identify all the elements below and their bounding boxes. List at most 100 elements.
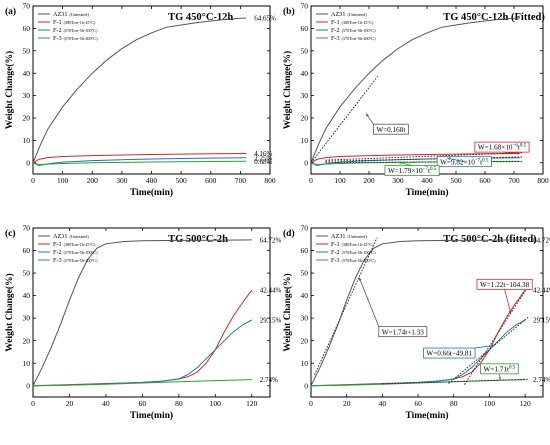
x-tick-label: 60 [414, 399, 422, 408]
series-line-f-1 [310, 153, 520, 164]
panel-b: 0 100 200 300 400 500 600 700 800 0 10 20 30 40 50 60 70… [282, 2, 549, 198]
arrowhead [359, 277, 362, 281]
panel-c: 0 20 40 60 80 100 120 0 10 20 30 40 50 60 70 Time(min) W… [4, 224, 282, 421]
x-axis-label: Time(min) [405, 410, 448, 421]
x-tick-label: 600 [205, 176, 217, 185]
equation-pointer [501, 151, 520, 154]
x-tick-label: 100 [334, 176, 346, 185]
end-value-label: 2.74% [533, 376, 550, 384]
end-value-label: 64.65% [254, 14, 276, 22]
y-tick-label: 60 [301, 24, 309, 33]
legend: AZ31 (Untreated)F-1 (380Torr-1h-25°C)F-2 (5… [316, 11, 376, 42]
x-tick-label: 40 [379, 399, 387, 408]
panel-letter: (d) [283, 228, 295, 239]
x-axis-label: Time(min) [405, 187, 448, 198]
fit-equation-annotation: W=1.71t0.5 [480, 363, 519, 381]
legend-name: AZ31 [53, 11, 67, 18]
legend-name: F-1 [53, 19, 62, 26]
equation-exponent-2: 0.5 [520, 144, 527, 149]
x-tick-label: 500 [450, 176, 462, 185]
end-value-label: 64.72% [260, 236, 282, 244]
legend: AZ31 (Untreated)F-1 (380Torr-1h-25°C)F-2 (5… [316, 233, 376, 264]
fit-equation-annotation: W=9.82×10−7t0.5 [436, 156, 492, 168]
equation-box [423, 347, 476, 359]
fit-equation-text: W=1.74t+1.33 [382, 328, 424, 336]
fit-equation-text: W=1.68×10−6t0.5 [478, 144, 527, 152]
legend-condition: (380Torr-1h-25°C) [342, 20, 374, 25]
legend-name: F-1 [331, 241, 340, 248]
x-tick-label: 100 [484, 399, 496, 408]
equation-main: W=0.66t−49.81 [426, 350, 472, 358]
equation-pointer [475, 344, 495, 349]
equation-exponent-2: 0.5 [430, 167, 437, 172]
legend-condition: (570Torr-5h-200°C) [342, 36, 376, 41]
legend-entry: F-2 (570Torr-5h-100°C) [53, 27, 98, 34]
legend-entry: F-3 (570Torr-5h-200°C) [331, 35, 376, 42]
end-value-label: 29.15% [260, 317, 282, 325]
equation-exponent: −7 [475, 158, 481, 163]
y-tick-label: 0 [26, 158, 30, 167]
arrowhead [516, 151, 520, 155]
y-tick-label: 20 [301, 336, 309, 345]
y-axis-label: Weight Change(%) [282, 273, 293, 351]
arrowhead [447, 157, 451, 161]
arrowhead [491, 344, 495, 347]
x-tick-label: 700 [235, 176, 247, 185]
series-line-az31 [310, 17, 520, 163]
panel-a: 0 100 200 300 400 500 600 700 800 0 10 20 30 40 50 60 70… [4, 2, 276, 198]
equation-main: W=1.22t−104.38 [480, 281, 530, 289]
x-tick-label: 300 [392, 176, 404, 185]
end-value-label: 64.72% [533, 236, 550, 244]
panel-title: TG 500°C-2h (fitted) [443, 234, 537, 245]
y-tick-label: 20 [23, 336, 31, 345]
x-tick-label: 700 [508, 176, 520, 185]
legend-name: F-2 [331, 27, 340, 34]
legend-condition: (570Torr-5h-100°C) [64, 250, 98, 255]
x-tick-label: 80 [450, 399, 458, 408]
panel-letter: (c) [5, 228, 16, 239]
legend-name: AZ31 [53, 233, 67, 240]
fit-equation-text: W=0.168t [376, 126, 405, 134]
y-tick-label: 50 [301, 269, 309, 278]
equation-exponent: 0.5 [509, 365, 516, 370]
y-tick-label: 40 [301, 69, 309, 78]
y-tick-label: 50 [23, 46, 31, 55]
equation-main: W=1.71t [484, 365, 509, 373]
x-tick-label: 120 [246, 399, 258, 408]
y-tick-label: 20 [301, 114, 309, 123]
legend-entry: F-3 (570Torr-5h-200°C) [53, 35, 98, 42]
fit-equation-text: W=9.82×10−7t0.5 [440, 158, 489, 166]
fit-equation-annotation: W=1.74t+1.33 [358, 277, 428, 338]
series-line-f-1 [32, 153, 247, 164]
equation-box [372, 123, 409, 135]
series-line-az31 [32, 17, 247, 163]
x-tick-label: 20 [343, 399, 351, 408]
legend-entry: F-3 (570Torr-5h-200°C) [53, 257, 98, 264]
x-tick-label: 0 [309, 399, 313, 408]
x-axis-label: Time(min) [130, 410, 173, 421]
legend-name: F-3 [53, 35, 62, 42]
legend-name: F-2 [53, 27, 62, 34]
legend-condition: (570Torr-5h-100°C) [64, 28, 98, 33]
x-tick-label: 300 [116, 176, 128, 185]
x-tick-label: 100 [57, 176, 69, 185]
x-tick-label: 60 [139, 399, 147, 408]
panel-title: TG 450°C-12h [168, 12, 233, 23]
panel-title: TG 500°C-2h [168, 234, 228, 245]
y-tick-label: 50 [301, 46, 309, 55]
end-value-label: 4.16% [254, 150, 272, 158]
legend-entry: F-1 (380Torr-1h-25°C) [53, 241, 96, 248]
fit-equation-text: W=1.79×10−7t0.5 [388, 167, 437, 175]
x-tick-label: 120 [520, 399, 532, 408]
y-tick-label: 40 [23, 291, 31, 300]
equation-main: W=1.68×10 [478, 144, 513, 152]
x-tick-label: 200 [87, 176, 99, 185]
equation-variable: t [518, 144, 520, 152]
equation-variable: t [428, 167, 430, 175]
y-tick-label: 30 [301, 314, 309, 323]
fit-equation-annotation: W=0.66t−49.81 [423, 344, 495, 359]
end-value-label: 42.44% [260, 287, 282, 295]
legend-name: F-2 [331, 249, 340, 256]
legend: AZ31 (Untreated)F-1 (380Torr-1h-25°C)F-2 (5… [38, 233, 98, 264]
legend-entry: AZ31 (Untreated) [331, 11, 367, 18]
